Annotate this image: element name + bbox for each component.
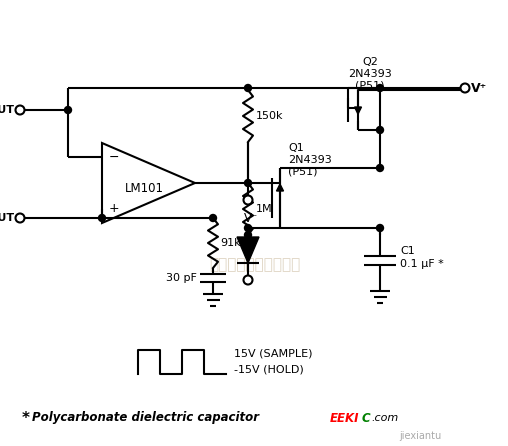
Polygon shape xyxy=(276,184,283,191)
Text: 杭州将警科技有限公司: 杭州将警科技有限公司 xyxy=(209,257,301,273)
Text: jiexiantu: jiexiantu xyxy=(399,431,441,441)
Text: C1: C1 xyxy=(400,246,415,256)
Circle shape xyxy=(16,214,24,223)
Circle shape xyxy=(460,83,469,92)
Text: 0.1 μF *: 0.1 μF * xyxy=(400,259,444,269)
Text: 91k: 91k xyxy=(220,238,241,248)
Text: V⁻: V⁻ xyxy=(244,212,258,225)
Text: 150k: 150k xyxy=(256,111,283,121)
Text: 1M: 1M xyxy=(256,204,273,214)
Circle shape xyxy=(376,224,384,231)
Text: C: C xyxy=(362,412,371,425)
Text: -15V (HOLD): -15V (HOLD) xyxy=(234,365,304,375)
Text: OUTPUT: OUTPUT xyxy=(0,105,14,115)
Circle shape xyxy=(244,231,251,239)
Circle shape xyxy=(99,215,106,222)
Text: 30 pF: 30 pF xyxy=(166,273,197,283)
Text: Polycarbonate dielectric capacitor: Polycarbonate dielectric capacitor xyxy=(32,412,259,425)
Text: LM101: LM101 xyxy=(124,182,164,194)
Polygon shape xyxy=(237,237,259,263)
Text: (P51): (P51) xyxy=(288,167,318,177)
Circle shape xyxy=(244,84,251,91)
Text: 15V (SAMPLE): 15V (SAMPLE) xyxy=(234,349,312,359)
Circle shape xyxy=(243,195,252,205)
Circle shape xyxy=(376,127,384,133)
Circle shape xyxy=(209,215,216,222)
Text: 2N4393: 2N4393 xyxy=(288,155,332,165)
Text: *: * xyxy=(22,410,30,425)
Circle shape xyxy=(376,165,384,172)
Text: INPUT: INPUT xyxy=(0,213,14,223)
Circle shape xyxy=(65,107,72,113)
Circle shape xyxy=(376,84,384,91)
Text: (P51): (P51) xyxy=(355,81,385,91)
Text: Q1: Q1 xyxy=(288,143,304,153)
Text: Q2: Q2 xyxy=(362,57,378,67)
Circle shape xyxy=(244,179,251,186)
Circle shape xyxy=(244,224,251,231)
Text: V⁺: V⁺ xyxy=(471,82,487,95)
Text: +: + xyxy=(109,202,119,215)
Text: EEKI: EEKI xyxy=(330,412,360,425)
Circle shape xyxy=(243,276,252,285)
Text: .com: .com xyxy=(371,413,398,423)
Text: 2N4393: 2N4393 xyxy=(348,69,392,79)
Circle shape xyxy=(16,106,24,115)
Text: −: − xyxy=(109,150,119,164)
Polygon shape xyxy=(355,107,362,114)
